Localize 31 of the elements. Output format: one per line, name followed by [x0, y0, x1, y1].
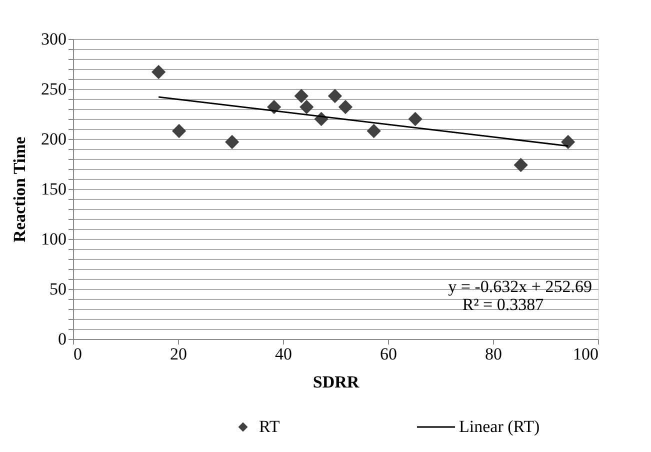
x-tick-label: 60: [380, 344, 397, 364]
x-tick-label: 0: [74, 344, 82, 364]
x-tick-label: 40: [275, 344, 292, 364]
x-axis-title: SDRR: [312, 372, 360, 392]
y-tick-label: 200: [41, 130, 66, 148]
point: [408, 112, 422, 126]
point: [225, 134, 240, 150]
x-tick-label: 20: [170, 344, 187, 364]
annotation: y = -0.632x + 252.69: [448, 277, 592, 296]
point: [561, 134, 576, 150]
point: [514, 158, 528, 172]
point: [172, 124, 186, 138]
point: [294, 88, 308, 104]
point: [152, 64, 166, 80]
point: [267, 100, 282, 114]
legend-label: RT: [259, 417, 280, 436]
point: [300, 100, 314, 114]
point: [366, 124, 381, 138]
annotation: R² = 0.3387: [462, 295, 544, 314]
x-tick-label: 100: [573, 344, 598, 364]
y-axis-title: Reaction Time: [10, 136, 29, 242]
y-tick-label: 50: [50, 280, 66, 298]
y-tick-label: 250: [41, 80, 66, 98]
y-tick-label: 100: [41, 230, 66, 248]
point: [328, 88, 342, 104]
y-tick-label: 150: [41, 180, 66, 198]
y-tick-label: 0: [58, 330, 66, 348]
legend-label: Linear (RT): [459, 417, 540, 436]
point: [338, 100, 353, 114]
x-tick-label: 80: [485, 344, 502, 364]
y-tick-label: 300: [41, 30, 66, 48]
